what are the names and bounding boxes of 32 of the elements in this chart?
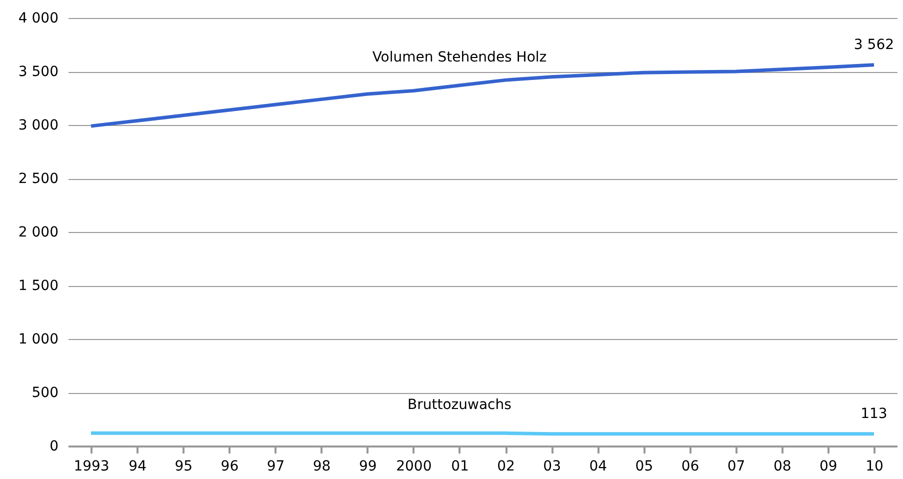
- x-tick-label: 04: [589, 458, 608, 474]
- x-tick-label: 95: [174, 458, 193, 474]
- x-tick-label: 03: [543, 458, 561, 474]
- x-tick-label: 99: [358, 458, 377, 474]
- data-label: 113: [860, 406, 888, 422]
- x-tick-label: 96: [220, 458, 239, 474]
- x-tick-label: 07: [727, 458, 746, 474]
- x-tick-label: 94: [128, 458, 147, 474]
- y-tick-label: 2 500: [18, 171, 58, 187]
- y-tick-label: 3 500: [18, 64, 58, 80]
- y-tick-label: 500: [32, 385, 58, 401]
- data-label: 3 562: [854, 36, 894, 53]
- y-tick-label: 4 000: [18, 10, 58, 26]
- x-tick-label: 98: [312, 458, 331, 474]
- x-tick-label: 05: [635, 458, 654, 474]
- x-tick-label: 09: [820, 458, 838, 474]
- x-tick-label: 97: [266, 458, 285, 474]
- y-tick-label: 3 000: [18, 118, 58, 134]
- y-tick-label: 1 000: [18, 332, 58, 348]
- x-tick-label: 2000: [396, 458, 432, 474]
- y-tick-label: 2 000: [18, 224, 58, 240]
- x-tick-label: 10: [866, 458, 884, 474]
- line-series: [89, 63, 876, 128]
- x-tick-label: 1993: [74, 458, 110, 474]
- x-tick-label: 08: [773, 458, 792, 474]
- y-tick-label: 1 500: [18, 278, 58, 294]
- x-tick-label: 02: [497, 458, 515, 474]
- x-tick-label: 06: [681, 458, 700, 474]
- series-label: Bruttozuwachs: [408, 397, 512, 414]
- x-tick-label: 01: [451, 458, 469, 474]
- series-label: Volumen Stehendes Holz: [372, 49, 547, 66]
- y-tick-label: 0: [50, 438, 58, 454]
